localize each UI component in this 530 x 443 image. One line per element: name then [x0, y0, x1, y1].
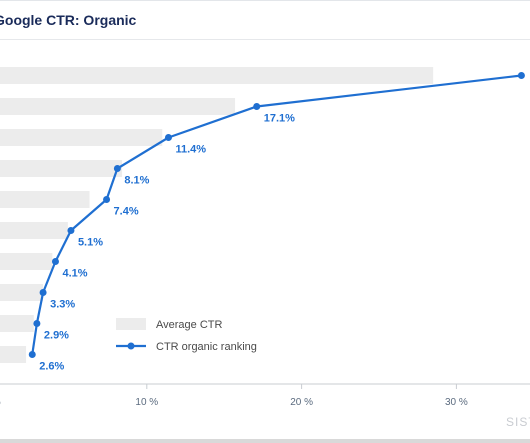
- ctr-data-label: 8.1%: [124, 175, 149, 187]
- average-ctr-bar: [0, 222, 68, 239]
- ctr-data-label: 11.4%: [175, 144, 206, 156]
- ctr-organic-point: [39, 289, 47, 296]
- average-ctr-bar: [0, 253, 53, 270]
- ctr-organic-point: [33, 320, 41, 327]
- watermark-text: SIST: [506, 415, 530, 429]
- legend-average-ctr-swatch: [116, 318, 146, 330]
- legend-average-ctr-label: Average CTR: [156, 319, 222, 331]
- ctr-organic-point: [28, 351, 36, 358]
- ctr-organic-line: [31, 74, 523, 356]
- ctr-data-label: 17.1%: [264, 113, 295, 125]
- average-ctr-bar: [0, 284, 44, 301]
- ctr-organic-point: [517, 72, 525, 79]
- average-ctr-bar: [0, 160, 123, 177]
- x-tick-label: 20 %: [290, 397, 313, 408]
- x-tick-label: 10 %: [135, 397, 158, 408]
- ctr-data-label: 2.9%: [44, 330, 69, 342]
- average-ctr-bar: [0, 67, 434, 84]
- x-tick-label: 0 %: [0, 397, 1, 408]
- ctr-organic-point: [113, 165, 121, 172]
- x-tick-label: 30 %: [445, 397, 468, 408]
- legend-ctr-organic-label: CTR organic ranking: [156, 341, 257, 353]
- chart-header: Google CTR: Organic: [0, 1, 530, 40]
- ctr-data-label: 7.4%: [114, 206, 139, 218]
- legend-ctr-organic-marker: [127, 342, 135, 350]
- ctr-organic-point: [253, 103, 261, 110]
- ctr-organic-point: [67, 227, 75, 234]
- average-ctr-bar: [0, 346, 27, 363]
- average-ctr-bar: [0, 98, 236, 115]
- ctr-data-label: 5.1%: [78, 237, 103, 249]
- ctr-data-label: 2.6%: [39, 361, 64, 373]
- average-ctr-bar: [0, 315, 34, 332]
- average-ctr-bar: [0, 191, 90, 208]
- chart-title: Google CTR: Organic: [0, 12, 137, 28]
- ctr-data-label: 3.3%: [50, 299, 75, 311]
- ctr-organic-point: [51, 258, 59, 265]
- ctr-organic-point: [164, 134, 172, 141]
- ctr-organic-point: [103, 196, 111, 203]
- average-ctr-bar: [0, 129, 163, 146]
- ctr-data-label: 4.1%: [62, 268, 87, 280]
